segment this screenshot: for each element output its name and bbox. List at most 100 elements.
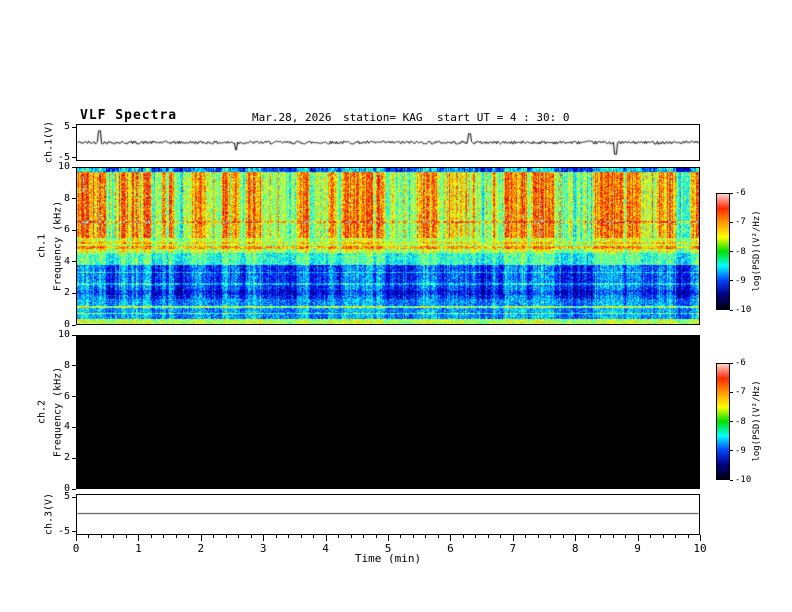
y-tick-mark xyxy=(72,229,76,231)
y-tick-label: 0 xyxy=(63,319,70,330)
x-tick-mark xyxy=(250,535,252,538)
ch2-spectrogram-panel xyxy=(76,335,700,489)
x-tick-mark xyxy=(138,535,140,541)
y-tick-label: 5 xyxy=(63,121,70,133)
x-tick-mark xyxy=(275,535,277,538)
ch2-colorbar-label: log(PSD)(V²/Hz) xyxy=(752,380,762,462)
x-axis-title: Time (min) xyxy=(354,552,422,565)
x-tick-mark xyxy=(100,535,102,538)
y-tick-label: 4 xyxy=(63,421,70,433)
x-tick-label: 7 xyxy=(509,542,517,555)
colorbar-tick-label: -7 xyxy=(735,217,746,228)
y-tick-label: 6 xyxy=(63,224,70,236)
x-tick-mark xyxy=(600,535,602,538)
y-tick-mark xyxy=(72,496,76,498)
x-tick-mark xyxy=(525,535,527,538)
ch1-waveform-canvas xyxy=(77,125,699,160)
y-tick-label: 10 xyxy=(57,329,70,340)
x-tick-mark xyxy=(313,535,315,538)
x-tick-mark xyxy=(213,535,215,538)
y-tick-mark xyxy=(72,334,76,336)
x-tick-mark xyxy=(575,535,577,541)
y-tick-mark xyxy=(72,488,76,490)
x-tick-mark xyxy=(125,535,127,538)
x-tick-mark xyxy=(175,535,177,538)
x-tick-label: 9 xyxy=(634,542,641,555)
x-tick-mark xyxy=(487,535,489,538)
y-tick-label: 5 xyxy=(63,491,70,503)
y-tick-label: 8 xyxy=(63,359,70,371)
x-tick-mark xyxy=(675,535,677,538)
ch1-frequency-axis-label: Frequency (kHz) xyxy=(52,200,64,292)
x-tick-mark xyxy=(500,535,502,538)
colorbar-tick-mark xyxy=(730,280,733,282)
ch2-colorbar xyxy=(716,363,730,480)
x-tick-mark xyxy=(587,535,589,538)
y-tick-mark xyxy=(72,426,76,428)
x-tick-label: 1 xyxy=(135,542,142,555)
y-tick-label: -5 xyxy=(57,151,70,163)
y-tick-mark xyxy=(72,531,76,533)
x-tick-mark xyxy=(188,535,190,538)
ch1-spectrogram-canvas xyxy=(77,168,699,324)
y-tick-label: 2 xyxy=(63,452,70,464)
colorbar-tick-mark xyxy=(730,362,733,364)
y-tick-label: 10 xyxy=(57,161,70,172)
x-tick-mark xyxy=(88,535,90,538)
ch1-colorbar xyxy=(716,193,730,310)
x-tick-mark xyxy=(537,535,539,538)
ch1-spectrogram-panel xyxy=(76,167,700,325)
x-tick-mark xyxy=(350,535,352,538)
colorbar-tick-mark xyxy=(730,421,733,422)
y-tick-mark xyxy=(72,198,76,200)
x-tick-mark xyxy=(650,535,652,538)
x-tick-mark xyxy=(338,535,340,538)
x-tick-mark xyxy=(625,535,627,538)
colorbar-tick-label: -7 xyxy=(735,387,746,398)
x-tick-mark xyxy=(412,535,414,538)
x-tick-mark xyxy=(113,535,115,538)
x-tick-mark xyxy=(612,535,614,538)
x-tick-label: 0 xyxy=(72,542,80,555)
colorbar-tick-label: -9 xyxy=(735,275,746,286)
y-tick-label: 4 xyxy=(63,255,70,267)
y-tick-mark xyxy=(72,261,76,263)
x-tick-mark xyxy=(238,535,240,538)
colorbar-tick-mark xyxy=(730,479,733,481)
colorbar-tick-label: -10 xyxy=(735,305,752,315)
ch1-voltage-panel xyxy=(76,124,700,161)
x-tick-mark xyxy=(512,535,514,541)
ch2-frequency-axis-label: Frequency (kHz) xyxy=(52,366,64,458)
y-tick-label: 0 xyxy=(63,483,70,494)
ch3-waveform-canvas xyxy=(77,495,699,534)
colorbar-tick-mark xyxy=(730,192,733,194)
x-tick-label: 2 xyxy=(197,542,205,555)
x-tick-mark xyxy=(400,535,402,538)
y-tick-mark xyxy=(72,157,76,159)
y-tick-mark xyxy=(72,457,76,459)
x-tick-mark xyxy=(662,535,664,538)
y-tick-mark xyxy=(72,166,76,168)
y-tick-mark xyxy=(72,396,76,398)
x-tick-mark xyxy=(462,535,464,538)
colorbar-tick-label: -8 xyxy=(735,416,746,427)
station-label: station= KAG xyxy=(343,111,423,124)
x-tick-mark xyxy=(225,535,227,538)
plot-title: VLF Spectra xyxy=(80,108,178,123)
x-tick-label: 4 xyxy=(322,542,329,555)
y-tick-mark xyxy=(72,292,76,294)
x-tick-mark xyxy=(375,535,377,538)
x-tick-label: 6 xyxy=(447,542,454,555)
colorbar-tick-label: -9 xyxy=(735,445,746,456)
y-tick-mark xyxy=(72,126,76,128)
x-tick-mark xyxy=(300,535,302,538)
x-tick-label: 3 xyxy=(259,542,267,555)
x-tick-mark xyxy=(76,535,77,541)
x-tick-mark xyxy=(388,535,389,541)
x-tick-mark xyxy=(687,535,689,538)
colorbar-tick-mark xyxy=(730,251,733,252)
colorbar-tick-label: -6 xyxy=(735,188,746,198)
x-tick-mark xyxy=(150,535,152,538)
y-tick-label: -5 xyxy=(57,525,70,537)
x-tick-mark xyxy=(263,535,265,541)
